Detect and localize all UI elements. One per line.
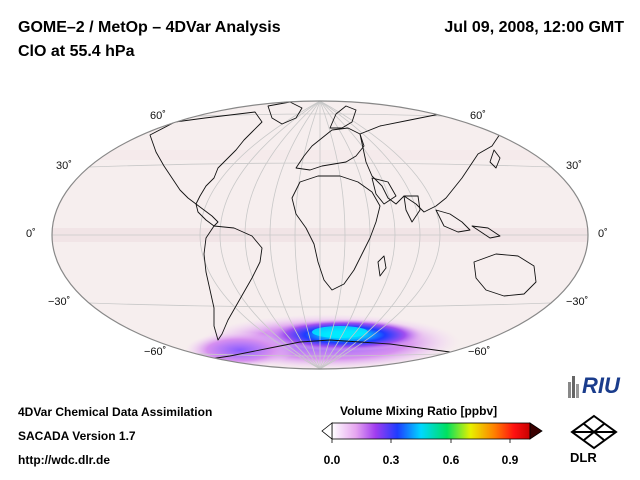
map-title: GOME–2 / MetOp – 4DVar Analysis [18,19,281,36]
lat-label-right-30s: −30˚ [566,296,589,308]
lat-label-left-30n: 30˚ [56,160,72,172]
lat-label-left-30s: −30˚ [48,296,71,308]
colorbar-tick-1: 0.3 [382,453,400,467]
footer-line1: 4DVar Chemical Data Assimilation [18,405,213,419]
colorbar-tick-3: 0.9 [501,453,519,467]
lat-label-left-60s: −60˚ [144,346,167,358]
lat-label-left-60n: 60˚ [150,110,166,122]
australia [473,253,537,297]
colorbar-tick-0: 0.0 [323,453,341,467]
lat-label-left-0: 0˚ [26,228,36,240]
dlr-logo-text: DLR [570,450,597,465]
lat-label-right-0: 0˚ [598,228,608,240]
colorbar-tick-2: 0.6 [442,453,460,467]
antarctica [189,339,481,363]
map-subtitle: ClO at 55.4 hPa [18,43,135,60]
europe [295,127,365,171]
map-datetime: Jul 09, 2008, 12:00 GMT [444,19,624,36]
footer-url: http://wdc.dlr.de [18,453,110,467]
south-america [203,225,263,341]
colorbar-label: Volume Mixing Ratio [ppbv] [340,404,498,418]
riu-logo-text: RIU [582,373,620,398]
graticule [52,101,588,369]
dlr-logo-mark [570,414,618,450]
north-america [149,111,263,205]
riu-logo-mark [568,376,579,398]
africa [291,175,381,291]
central-america [195,203,219,227]
lat-label-right-60s: −60˚ [468,346,491,358]
dlr-logo: DLR [564,412,624,468]
lat-label-right-60n: 60˚ [470,110,486,122]
lat-label-right-30n: 30˚ [566,160,582,172]
riu-logo: RIU [566,372,626,402]
footer-line2: SACADA Version 1.7 [18,429,136,443]
